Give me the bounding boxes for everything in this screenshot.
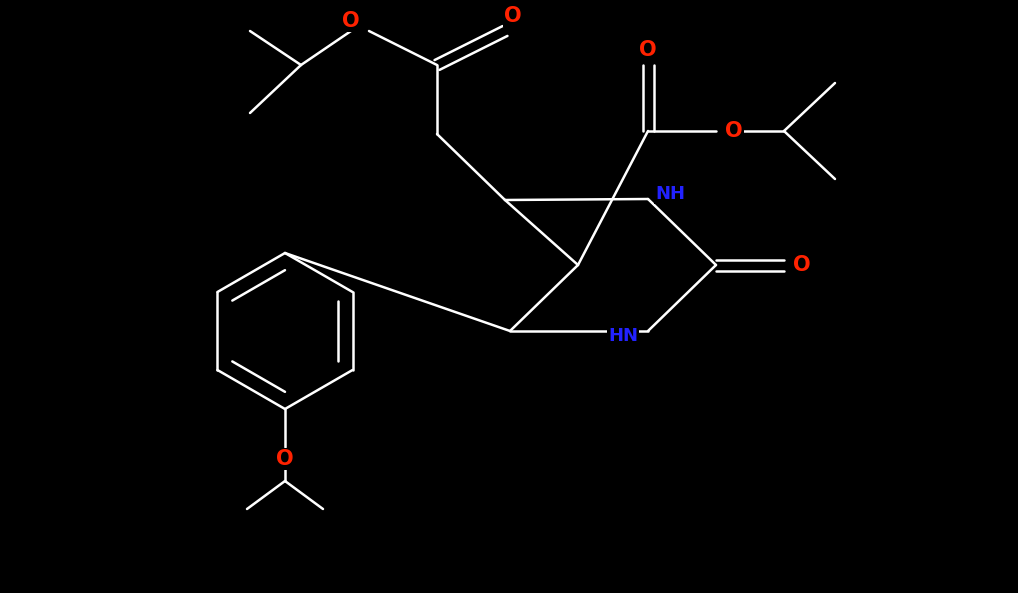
Text: O: O [725, 121, 743, 141]
Text: O: O [504, 6, 522, 26]
Text: O: O [639, 40, 657, 60]
Text: O: O [276, 449, 294, 469]
Text: O: O [342, 11, 359, 31]
Text: NH: NH [655, 185, 685, 203]
Text: O: O [793, 255, 810, 275]
Text: HN: HN [608, 327, 638, 345]
